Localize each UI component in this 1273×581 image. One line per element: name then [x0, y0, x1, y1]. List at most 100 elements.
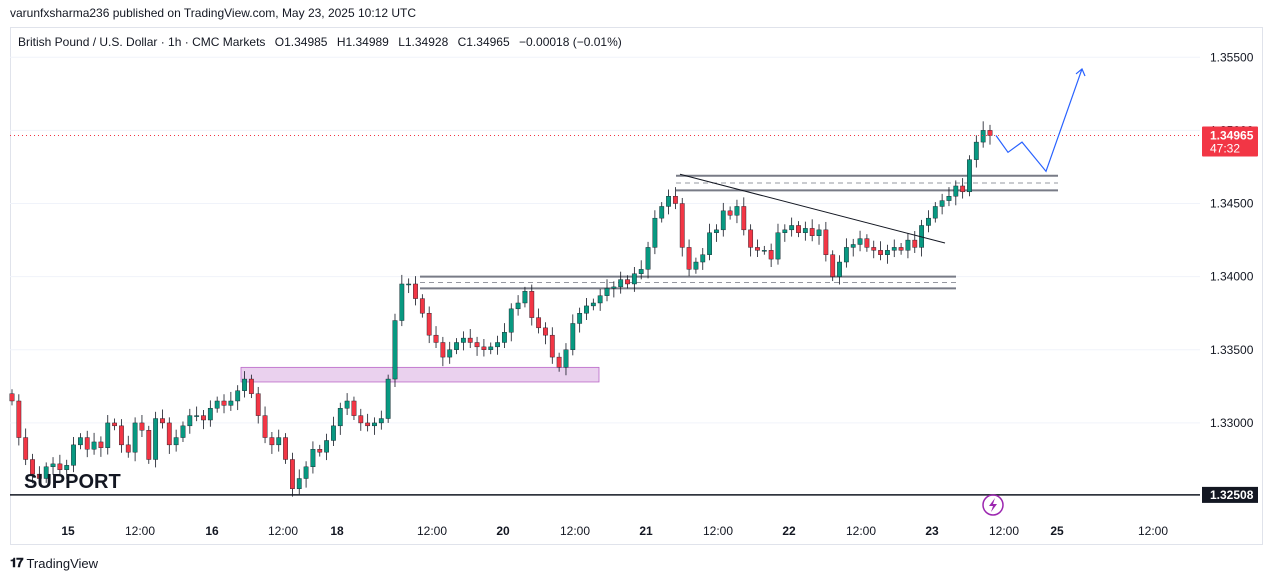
candle-body — [454, 342, 459, 350]
candle-body — [611, 286, 617, 289]
candle — [926, 210, 931, 233]
candle — [242, 371, 247, 398]
candle-body — [871, 247, 877, 251]
candle-body — [837, 261, 842, 277]
descending-trendline — [679, 173, 946, 244]
candle-body — [406, 283, 412, 286]
candle-body — [666, 196, 671, 207]
candle-body — [57, 463, 63, 470]
candle-body — [939, 200, 945, 207]
candle — [214, 396, 220, 413]
candle-body — [481, 346, 487, 350]
candle — [30, 453, 35, 484]
candle — [426, 306, 432, 344]
candle-body — [857, 238, 863, 245]
candle-body — [556, 356, 562, 368]
candle — [132, 417, 138, 462]
candle-body — [84, 437, 90, 450]
price-tick-label: 1.34500 — [1210, 197, 1254, 211]
candle — [23, 428, 29, 466]
candle-body — [727, 210, 733, 216]
candle — [843, 238, 849, 268]
candle — [631, 267, 637, 292]
candle — [399, 274, 405, 327]
candle — [850, 238, 856, 257]
candle — [460, 331, 466, 351]
candle — [146, 425, 152, 464]
candle — [43, 462, 49, 483]
candle — [577, 307, 583, 333]
candle-body — [672, 196, 678, 204]
candle — [419, 294, 425, 318]
candle — [331, 416, 336, 447]
candle — [378, 410, 384, 430]
candle-body — [9, 393, 15, 402]
footer[interactable]: 𝟏𝟕 TradingView — [10, 555, 98, 571]
candle-body — [317, 449, 323, 453]
candle-body — [638, 269, 644, 274]
candle — [720, 202, 726, 237]
candle — [919, 219, 925, 257]
candle — [878, 241, 883, 261]
candle-body — [283, 437, 288, 460]
candle — [317, 444, 323, 457]
candle — [413, 276, 418, 306]
time-tick-label: 20 — [496, 524, 510, 538]
candle-body — [228, 400, 234, 406]
candle — [871, 240, 877, 259]
candle-body — [967, 159, 972, 193]
candle-body — [262, 415, 268, 438]
candle — [898, 243, 904, 255]
candle-body — [269, 437, 275, 446]
candle — [796, 221, 801, 238]
candle-body — [221, 400, 227, 406]
candle-body — [392, 320, 398, 380]
candle-body — [570, 323, 576, 350]
candle-body — [372, 422, 377, 427]
candle — [276, 429, 282, 452]
candle-body — [898, 247, 904, 251]
candle — [153, 411, 159, 468]
candle-body — [474, 342, 480, 348]
legend-low: L1.34928 — [398, 35, 449, 49]
candle — [932, 202, 938, 223]
candle-body — [604, 288, 610, 296]
candle-body — [816, 229, 822, 236]
candle-body — [707, 232, 712, 255]
candle-body — [912, 239, 918, 248]
candle — [570, 314, 576, 356]
chart-frame — [10, 27, 1263, 545]
candle-body — [125, 444, 131, 453]
time-tick-label: 23 — [925, 524, 939, 538]
candle-body — [631, 273, 637, 285]
candle — [119, 419, 124, 453]
candle — [91, 432, 97, 455]
candle-body — [50, 463, 56, 468]
publisher-line: varunfxsharma236 published on TradingVie… — [10, 6, 417, 20]
candle-body — [399, 283, 405, 321]
candle — [823, 221, 829, 262]
candle-body — [775, 232, 781, 260]
candle-body — [823, 229, 829, 255]
candle — [529, 284, 535, 326]
candle — [310, 441, 316, 474]
candle — [727, 206, 733, 220]
candle-body — [590, 302, 596, 307]
candle — [967, 155, 972, 197]
candle-body — [419, 298, 425, 314]
candle-body — [91, 441, 97, 450]
candle — [666, 189, 671, 215]
candle-body — [932, 206, 938, 219]
candle — [679, 197, 685, 257]
legend-open: O1.34985 — [274, 35, 328, 49]
candle-body — [625, 279, 630, 285]
candle — [905, 233, 911, 259]
candle — [987, 124, 993, 145]
candle-body — [905, 239, 911, 251]
demand-zone — [240, 366, 600, 383]
candle-body — [173, 437, 179, 446]
candle — [830, 250, 836, 282]
candle — [714, 224, 719, 242]
candle — [837, 255, 842, 285]
